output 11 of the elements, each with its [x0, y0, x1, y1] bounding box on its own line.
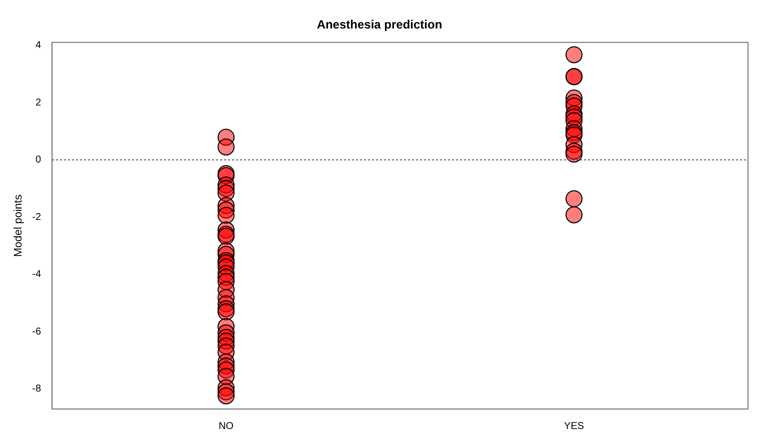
y-tick-label: 4	[36, 40, 42, 52]
y-axis-title: Model points	[12, 194, 25, 257]
chart-title: Anesthesia prediction	[316, 18, 442, 32]
x-tick-label: YES	[564, 420, 584, 432]
x-tick-label: NO	[218, 420, 234, 432]
y-tick-label: -4	[32, 269, 42, 280]
y-tick-label: 0	[36, 154, 42, 166]
y-tick-label: -8	[32, 384, 42, 395]
y-tick-label: 2	[36, 97, 42, 108]
y-tick-label: -6	[32, 326, 42, 338]
y-tick-label: -2	[32, 212, 42, 223]
